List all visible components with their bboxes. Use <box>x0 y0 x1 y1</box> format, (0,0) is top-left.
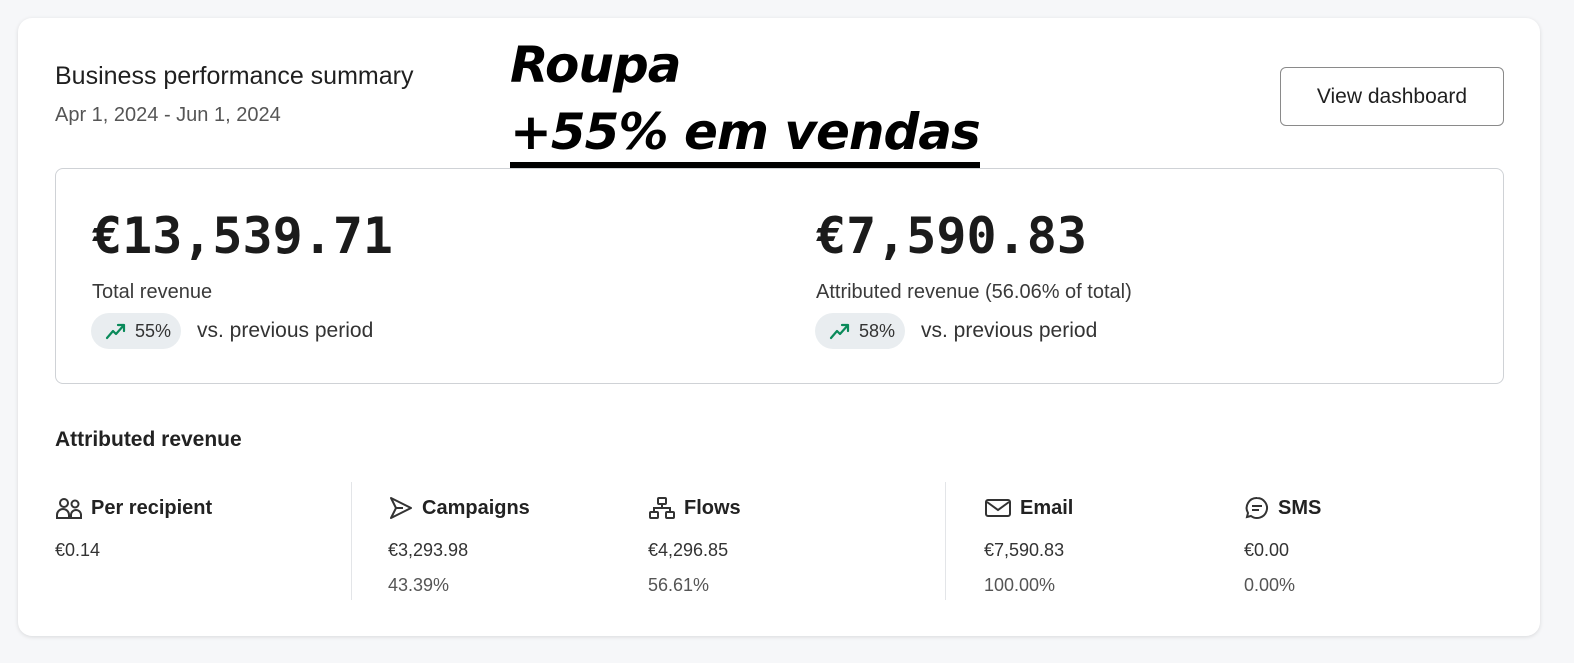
attributed-change-badge: 58% <box>815 313 906 349</box>
sms-percent: 0.00% <box>1244 575 1296 595</box>
sms-label: SMS <box>1278 496 1322 519</box>
attributed-revenue-value: €7,590.83 <box>816 207 1087 265</box>
email-percent: 100.00% <box>984 575 1056 595</box>
business-performance-card: Business performance summary Apr 1, 2024… <box>18 18 1540 636</box>
sms-column: SMS €0.00 0.00% <box>1244 496 1321 596</box>
total-comparison: vs. previous period <box>197 319 374 342</box>
flows-column: Flows €4,296.85 56.61% <box>648 496 741 596</box>
mail-icon <box>985 499 1011 517</box>
page-title: Business performance summary <box>55 62 414 90</box>
per-recipient-column: Per recipient €0.14 <box>55 496 212 561</box>
flows-label: Flows <box>684 496 741 519</box>
email-column: Email €7,590.83 100.00% <box>984 496 1073 596</box>
total-change-value: 55% <box>135 320 172 341</box>
attributed-comparison: vs. previous period <box>921 319 1098 342</box>
overlay-caption-line1: Roupa <box>510 36 681 94</box>
total-revenue-value: €13,539.71 <box>92 207 394 265</box>
attributed-revenue-heading: Attributed revenue <box>55 428 242 451</box>
attributed-revenue-label: Attributed revenue (56.06% of total) <box>816 281 1132 303</box>
total-revenue-label: Total revenue <box>92 281 213 303</box>
date-range: Apr 1, 2024 - Jun 1, 2024 <box>55 104 281 126</box>
email-value: €7,590.83 <box>984 540 1065 560</box>
attributed-change-value: 58% <box>859 320 896 341</box>
revenue-summary-box: €13,539.71 Total revenue 55% vs. previou… <box>55 168 1504 384</box>
email-label: Email <box>1020 496 1074 519</box>
campaigns-value: €3,293.98 <box>388 540 469 560</box>
chat-icon <box>1245 496 1268 519</box>
campaigns-percent: 43.39% <box>388 575 450 595</box>
campaigns-label: Campaigns <box>422 496 530 519</box>
total-change-badge: 55% <box>91 313 182 349</box>
per-recipient-label: Per recipient <box>91 496 213 519</box>
divider <box>945 482 946 600</box>
flows-percent: 56.61% <box>648 575 710 595</box>
view-dashboard-button[interactable]: View dashboard <box>1280 67 1504 126</box>
users-icon <box>56 498 82 519</box>
trend-up-icon <box>105 323 126 340</box>
divider <box>351 482 352 600</box>
sms-value: €0.00 <box>1244 540 1290 560</box>
campaigns-column: Campaigns €3,293.98 43.39% <box>388 496 530 596</box>
flow-icon <box>649 497 675 519</box>
flows-value: €4,296.85 <box>648 540 729 560</box>
send-icon <box>390 497 412 519</box>
trend-up-icon <box>829 323 850 340</box>
per-recipient-value: €0.14 <box>55 540 101 560</box>
overlay-caption-line2: +55% em vendas <box>510 102 981 168</box>
